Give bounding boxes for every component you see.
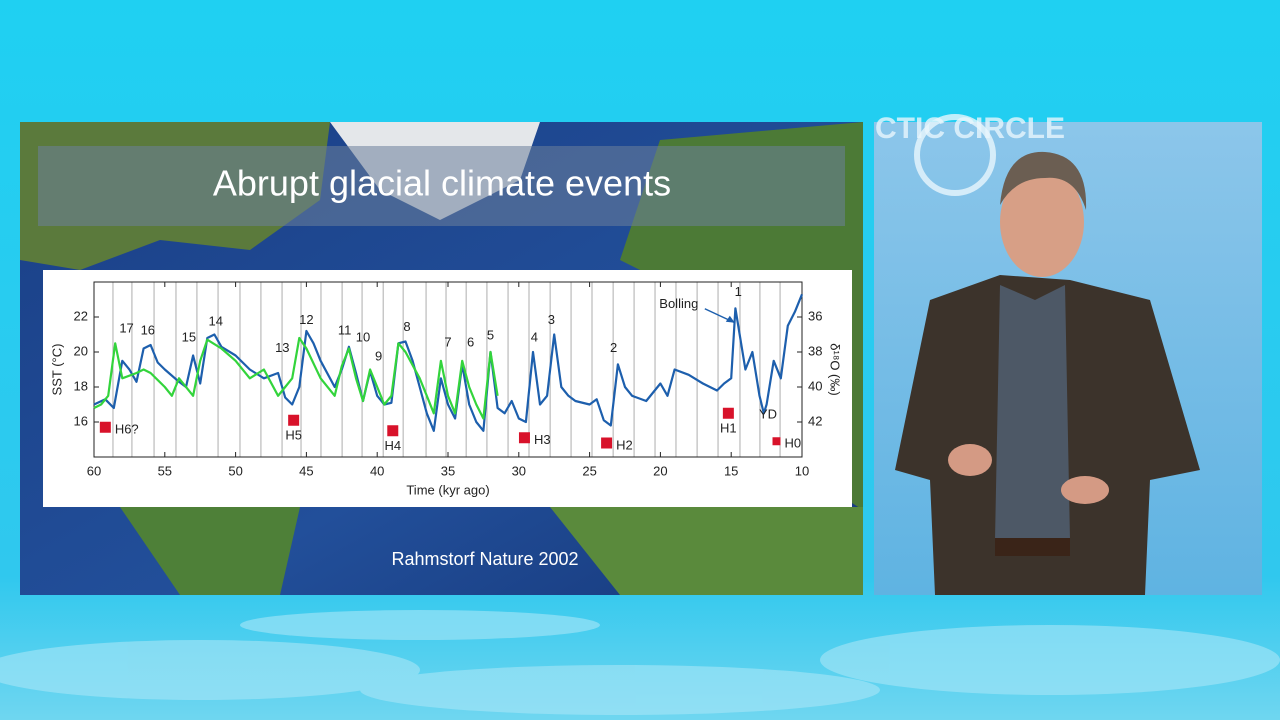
y2-tick-label: 38 [808, 343, 822, 358]
event-label: H0 [785, 436, 802, 451]
x-tick-label: 40 [370, 463, 384, 478]
y-axis-label: SST (°C) [49, 344, 64, 396]
land [550, 507, 863, 595]
y-tick-label: 18 [74, 378, 88, 393]
x-tick-label: 10 [795, 463, 809, 478]
event-label: H2 [616, 437, 633, 452]
annotation: 12 [299, 312, 313, 327]
annotation: 10 [356, 329, 370, 344]
event-label: H5 [285, 428, 302, 443]
event-marker [387, 425, 399, 437]
speaker-hair [1000, 151, 1087, 210]
x-tick-label: 45 [299, 463, 313, 478]
series-line [93, 336, 499, 420]
event-marker [772, 437, 781, 446]
annotation: 17 [119, 321, 133, 336]
x-tick-label: 25 [582, 463, 596, 478]
annotation: 6 [467, 335, 474, 350]
event-marker [601, 437, 613, 449]
backdrop-logo [914, 114, 996, 196]
ice-floes [0, 610, 1280, 715]
land [120, 507, 300, 595]
x-tick-label: 30 [512, 463, 526, 478]
event-marker [99, 421, 111, 433]
annotation: 15 [182, 329, 196, 344]
annotation: 11 [338, 322, 352, 337]
x-tick-label: 20 [653, 463, 667, 478]
y2-tick-label: 36 [808, 308, 822, 323]
annotation: Bolling [659, 296, 698, 311]
event-marker [288, 414, 300, 426]
speaker-shirt [995, 285, 1070, 540]
speaker-head [1000, 167, 1084, 277]
event-label: H4 [384, 438, 401, 453]
speaker-video: CTIC CIRCLE [874, 112, 1262, 595]
annotation: 14 [209, 314, 223, 329]
annotation: 4 [531, 329, 538, 344]
event-label: H3 [534, 432, 551, 447]
speaker-hand [1061, 476, 1109, 504]
speaker-belt [995, 538, 1070, 556]
x-tick-label: 60 [87, 463, 101, 478]
slide: Abrupt glacial climate events Rahmstorf … [20, 122, 863, 595]
x-tick-label: 50 [228, 463, 242, 478]
y2-axis-label: δ¹⁸O (‰) [828, 343, 843, 395]
annotation: 1 [735, 284, 742, 299]
annotation: 8 [403, 319, 410, 334]
title-bar [38, 146, 845, 226]
annotation: 2 [610, 340, 617, 355]
annotation: 7 [444, 335, 451, 350]
y2-tick-label: 42 [808, 413, 822, 428]
x-tick-label: 35 [441, 463, 455, 478]
event-marker [722, 407, 734, 419]
annotation: 9 [375, 349, 382, 364]
annotation: 13 [275, 340, 289, 355]
y-tick-label: 22 [74, 308, 88, 323]
event-label: H6? [115, 422, 139, 437]
y2-tick-label: 40 [808, 378, 822, 393]
speaker-hand [948, 444, 992, 476]
x-tick-label: 15 [724, 463, 738, 478]
annotation-arrowhead [725, 315, 735, 323]
event-label: H1 [720, 421, 737, 436]
annotation: 3 [548, 312, 555, 327]
annotation: 16 [141, 322, 155, 337]
annotation: YD [759, 406, 777, 421]
x-tick-label: 55 [158, 463, 172, 478]
y-tick-label: 20 [74, 343, 88, 358]
annotation: 5 [487, 328, 494, 343]
event-marker [518, 432, 530, 444]
x-axis-label: Time (kyr ago) [406, 482, 489, 497]
y-tick-label: 16 [74, 413, 88, 428]
slide-title: Abrupt glacial climate events [213, 163, 671, 204]
slide-credit: Rahmstorf Nature 2002 [391, 549, 578, 569]
